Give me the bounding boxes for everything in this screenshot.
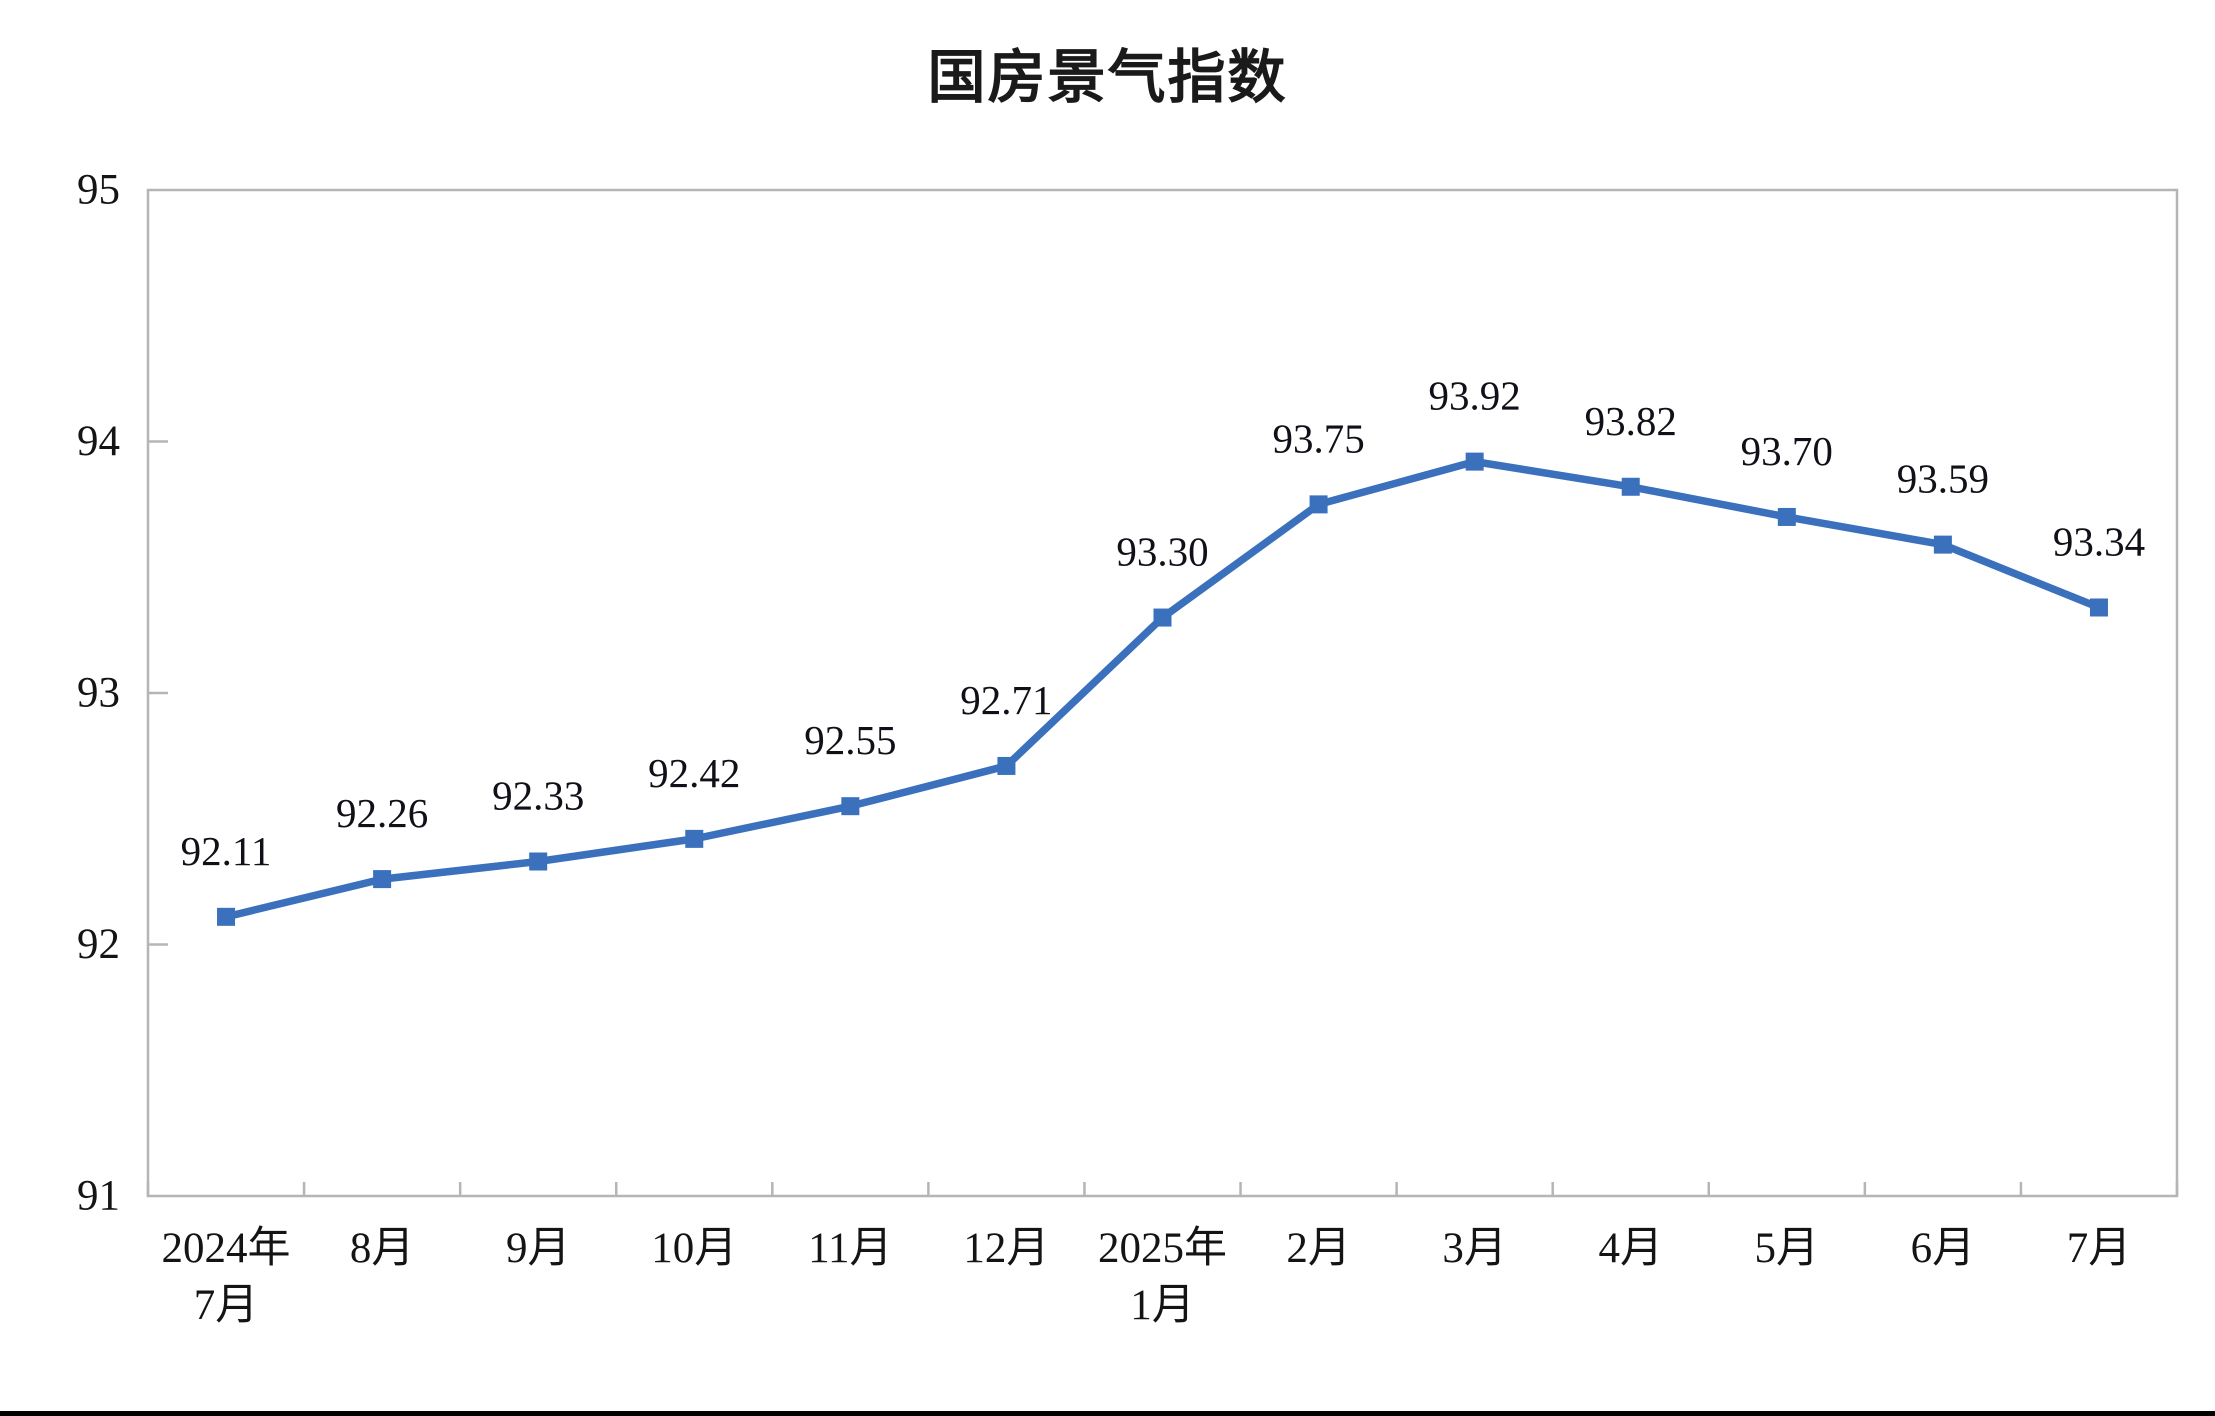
data-point-marker [841,797,860,816]
chart-title: 国房景气指数 [927,45,1288,110]
y-axis-tick-label: 91 [77,1173,120,1220]
x-axis-tick-label: 2月 [1286,1225,1351,1272]
x-axis-tick-label: 12月 [963,1225,1049,1272]
data-point-marker [997,756,1016,775]
data-point-marker [373,870,392,889]
y-axis-tick-label: 95 [77,167,120,214]
data-point-label: 93.75 [1272,415,1364,461]
x-axis-tick-label: 2025年 1月 [1098,1225,1227,1329]
x-axis-tick-label: 9月 [506,1225,571,1272]
data-point-marker [685,829,704,848]
data-point-marker [1933,535,1952,554]
data-point-label: 93.82 [1585,398,1677,444]
data-point-label: 92.33 [492,773,584,819]
data-point-label: 93.34 [2053,518,2145,564]
data-point-label: 93.30 [1116,529,1208,575]
y-axis-tick-label: 92 [77,921,120,968]
data-point-marker [1153,608,1172,627]
y-axis-tick-label: 93 [77,670,120,717]
data-point-label: 92.11 [181,828,272,874]
x-axis-tick-label: 4月 [1598,1225,1663,1272]
data-point-label: 92.55 [804,717,896,763]
data-point-marker [1465,452,1484,471]
data-point-label: 93.92 [1429,373,1521,419]
x-axis-tick-label: 5月 [1755,1225,1820,1272]
plot-border [146,188,2179,1198]
data-point-marker [1777,507,1796,526]
data-point-label: 92.42 [648,750,740,796]
data-point-marker [1621,477,1640,496]
data-point-marker [529,852,548,871]
data-point-marker [1309,495,1328,514]
x-axis-tick-label: 8月 [350,1225,415,1272]
y-axis-tick-label: 94 [77,418,120,465]
x-axis-tick-label: 7月 [2067,1225,2132,1272]
data-point-label: 93.70 [1741,428,1833,474]
data-point-marker [2089,598,2108,617]
x-axis-tick-label: 6月 [1911,1225,1976,1272]
data-point-label: 92.71 [960,677,1052,723]
x-axis-tick-label: 11月 [808,1225,892,1272]
data-point-label: 93.59 [1897,456,1989,502]
bottom-divider-bar [0,1411,2215,1416]
x-axis-tick-label: 2024年 7月 [162,1225,291,1329]
data-point-label: 92.26 [336,790,428,836]
x-axis-tick-label: 10月 [651,1225,737,1272]
x-axis-tick-label: 3月 [1442,1225,1507,1272]
data-point-marker [217,907,236,926]
